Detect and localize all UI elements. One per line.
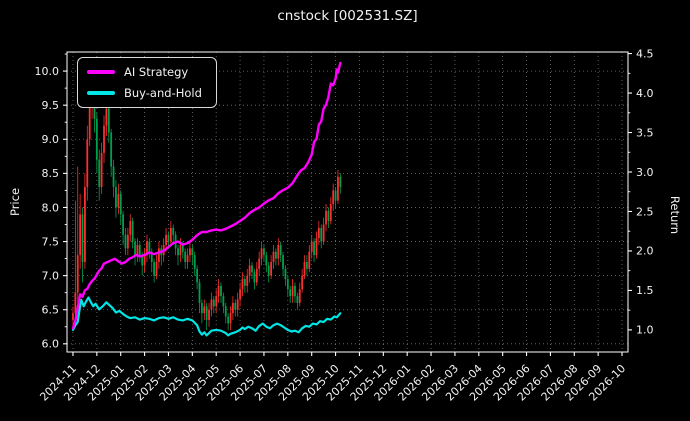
right-tick-label: 2.0	[636, 245, 654, 258]
axis-ticks-and-labels: 6.0 6.5 7.0 7.5 8.0 8.5 9.0 9.5 10.0 1.0 1.5 2.0 2.5…	[35, 47, 654, 403]
ai-strategy-line	[71, 61, 342, 330]
left-tick-label: 7.5	[42, 235, 60, 248]
grid-lines	[67, 52, 628, 352]
legend-item-ai-strategy: AI Strategy	[87, 65, 202, 79]
legend-label-buy-and-hold: Buy-and-Hold	[124, 86, 202, 100]
right-tick-label: 4.5	[636, 47, 654, 60]
left-tick-label: 9.5	[42, 99, 60, 112]
right-tick-label: 2.5	[636, 205, 654, 218]
chart-legend: AI Strategy Buy-and-Hold	[77, 57, 217, 108]
left-tick-label: 8.5	[42, 167, 60, 180]
left-tick-label: 10.0	[35, 65, 60, 78]
right-tick-label: 3.0	[636, 166, 654, 179]
buy-and-hold-line	[71, 296, 342, 337]
right-tick-label: 1.0	[636, 324, 654, 337]
chart-title: cnstock [002531.SZ]	[277, 8, 418, 24]
left-tick-label: 6.0	[42, 338, 60, 351]
left-tick-label: 8.0	[42, 201, 60, 214]
left-tick-label: 9.0	[42, 133, 60, 146]
legend-label-ai-strategy: AI Strategy	[124, 65, 189, 79]
y-axis-label-return: Return	[668, 195, 682, 235]
candlestick-series	[72, 74, 342, 331]
plot-border	[66, 51, 629, 353]
legend-item-buy-and-hold: Buy-and-Hold	[87, 86, 202, 100]
right-tick-label: 4.0	[636, 87, 654, 100]
buy-and-hold-line-swatch	[87, 91, 115, 95]
right-tick-label: 3.5	[636, 126, 654, 139]
y-axis-label-price: Price	[8, 187, 22, 217]
ai-strategy-line-swatch	[87, 70, 115, 74]
left-tick-label: 6.5	[42, 304, 60, 317]
left-tick-label: 7.0	[42, 269, 60, 282]
right-tick-label: 1.5	[636, 284, 654, 297]
